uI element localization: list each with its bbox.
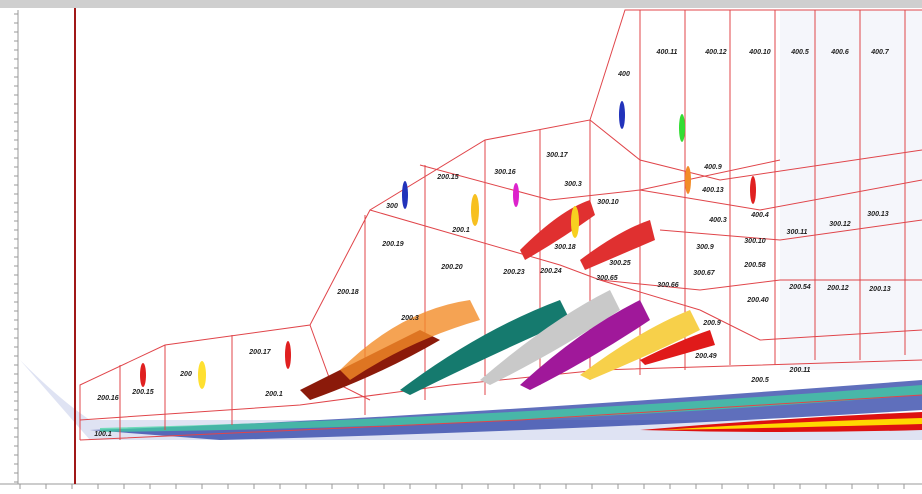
region-label: 200.5: [750, 377, 769, 384]
region-label: 200.12: [826, 285, 849, 292]
region-label: 400.3: [708, 217, 727, 224]
region-label: 200.16: [96, 395, 119, 402]
region-label: 400.9: [703, 164, 722, 171]
region-label: 200.15: [436, 174, 459, 181]
hot-peak-core: [660, 418, 922, 430]
region-label: 200.23: [502, 269, 525, 276]
region-label: 300.17: [546, 152, 569, 159]
region-label: 200.49: [694, 353, 717, 360]
region-label: 200.17: [248, 349, 272, 356]
region-label: 300.18: [554, 244, 576, 251]
region-label: 400.5: [790, 49, 809, 56]
region-label: 300.13: [867, 211, 889, 218]
region-labels: 200.16 200.15 200 200.17 200.1 200.18 200.3 200…: [94, 49, 891, 438]
peaks: [140, 101, 756, 400]
axis-ticks: [14, 13, 905, 489]
region-label: 200.1: [264, 391, 283, 398]
region-label: 300.10: [597, 199, 619, 206]
region-label: 200.58: [743, 262, 766, 269]
top-bar: [0, 0, 922, 8]
region-label: 200.3: [400, 315, 419, 322]
region-label: 300.65: [596, 275, 618, 282]
region-label: 400.6: [830, 49, 849, 56]
region-label: 300.66: [657, 282, 679, 289]
region-label: 400.4: [750, 212, 769, 219]
region-label: 200: [179, 371, 192, 378]
region-label: 300.9: [696, 244, 714, 251]
region-label: 200.13: [868, 286, 891, 293]
region-label: 200.11: [789, 367, 811, 374]
region-label: 200.1: [451, 227, 470, 234]
region-label: 200.54: [788, 284, 811, 291]
region-label: 200.15: [131, 389, 154, 396]
region-label: 400.13: [701, 187, 724, 194]
region-boundaries: [79, 9, 922, 441]
region-label: 300.10: [744, 238, 766, 245]
region-label: 200.24: [539, 268, 562, 275]
region-label: 300.25: [609, 260, 631, 267]
region-label: 300.3: [564, 181, 582, 188]
region-label: 200.9: [702, 320, 721, 327]
region-label: 300.11: [787, 229, 808, 236]
region-label: 200.20: [440, 264, 463, 271]
region-label: 400: [617, 71, 630, 78]
region-label: 300.12: [829, 221, 851, 228]
region-label: 200.18: [336, 289, 359, 296]
region-label: 400.12: [704, 49, 727, 56]
background-haze: [780, 10, 922, 370]
region-label: 100.1: [94, 431, 112, 438]
region-label: 400.11: [656, 49, 678, 56]
region-label: 300: [386, 203, 398, 210]
region-label: 400.7: [870, 49, 890, 56]
region-label: 300.67: [693, 270, 716, 277]
region-label: 200.19: [381, 241, 404, 248]
region-label: 200.40: [746, 297, 769, 304]
region-label: 400.10: [748, 49, 771, 56]
y-axis-area: [0, 8, 20, 484]
baseline-peaks: [100, 385, 922, 432]
region-label: 300.16: [494, 169, 516, 176]
